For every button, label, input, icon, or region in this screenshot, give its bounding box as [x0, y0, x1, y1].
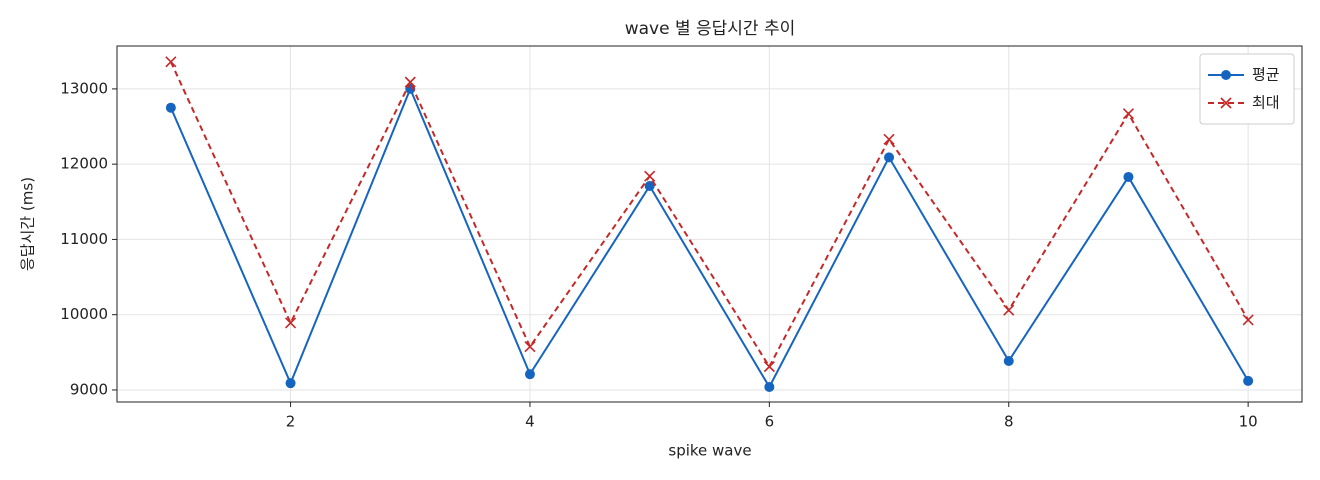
legend-label: 평균 [1252, 66, 1280, 84]
marker [883, 133, 895, 145]
marker [764, 381, 775, 392]
marker [644, 170, 656, 182]
x-tick-label: 10 [1239, 413, 1258, 431]
x-tick-label: 4 [525, 413, 535, 431]
y-axis-label: 응답시간 (ms) [19, 177, 37, 271]
legend-marker [1221, 70, 1231, 80]
y-tick-label: 9000 [70, 380, 108, 398]
legend-label: 최대 [1252, 94, 1280, 112]
marker [524, 341, 536, 353]
marker [284, 317, 297, 329]
line [169, 61, 1250, 369]
y-tick-label: 11000 [60, 230, 108, 248]
marker [1243, 375, 1254, 386]
marker [1003, 355, 1014, 366]
x-tick-label: 6 [765, 413, 775, 431]
marker [763, 361, 775, 373]
marker [1122, 108, 1135, 120]
marker [165, 102, 176, 113]
y-tick-label: 10000 [60, 305, 108, 323]
marker [884, 152, 895, 163]
marker [644, 180, 655, 191]
x-axis-label: spike wave [668, 442, 751, 460]
y-tick-label: 12000 [60, 155, 108, 173]
marker [285, 378, 296, 389]
y-tick-label: 13000 [60, 79, 108, 97]
line [169, 86, 1250, 389]
x-tick-label: 2 [286, 413, 296, 431]
marker [524, 369, 535, 380]
marker [404, 76, 416, 88]
marker [165, 56, 177, 68]
x-tick-label: 8 [1004, 413, 1014, 431]
marker [1242, 314, 1254, 326]
chart-title: wave 별 응답시간 추이 [625, 19, 796, 39]
marker [1003, 304, 1015, 316]
plot-frame [116, 45, 1303, 403]
legend-marker [1220, 97, 1232, 109]
legend-box [1199, 53, 1295, 125]
marker [1123, 171, 1134, 182]
